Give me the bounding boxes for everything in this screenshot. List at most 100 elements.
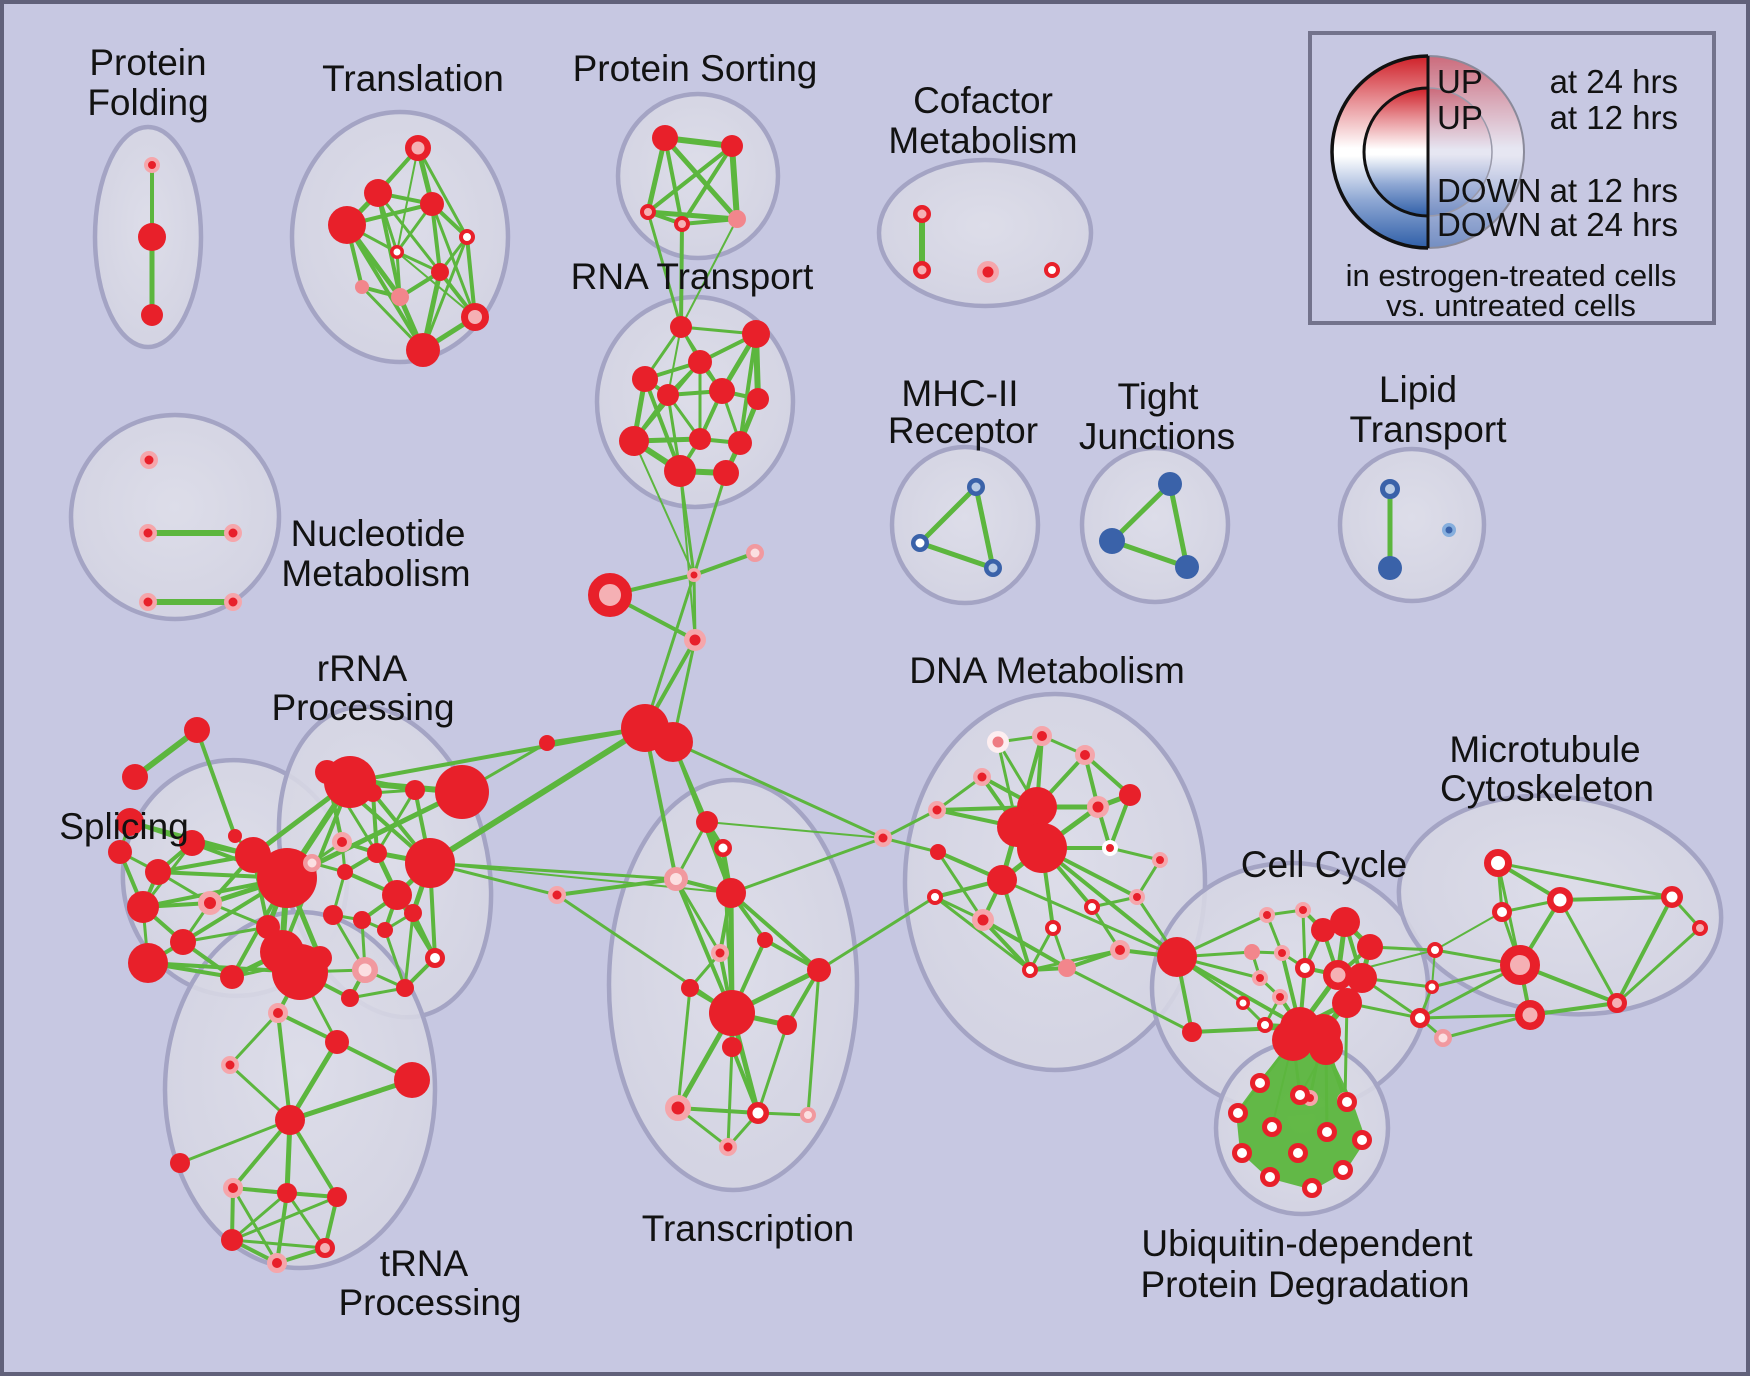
network-node-tn-10[interactable] xyxy=(315,1238,335,1258)
network-node-tn-0[interactable] xyxy=(221,1056,239,1074)
network-node-tc-7[interactable] xyxy=(807,958,831,982)
network-node-sp-9[interactable] xyxy=(127,891,159,923)
network-node-sp-3[interactable] xyxy=(116,808,144,836)
network-node-tc-5[interactable] xyxy=(757,932,773,948)
network-node-tc-1[interactable] xyxy=(714,839,732,857)
network-node-rr-3[interactable] xyxy=(332,832,352,852)
network-node-cc-9[interactable] xyxy=(1323,960,1353,990)
network-node-ub-4[interactable] xyxy=(1337,1092,1357,1112)
network-node-cn-8[interactable] xyxy=(653,722,693,762)
network-node-mt-0[interactable] xyxy=(1484,849,1512,877)
network-node-nm-1[interactable] xyxy=(139,524,157,542)
network-node-ub-2[interactable] xyxy=(1250,1073,1270,1093)
network-node-nm-2[interactable] xyxy=(224,524,242,542)
network-node-pf-2[interactable] xyxy=(141,304,163,326)
network-node-ub-6[interactable] xyxy=(1262,1117,1282,1137)
network-node-dm-18[interactable] xyxy=(1045,920,1061,936)
network-node-mt-9[interactable] xyxy=(1434,1029,1452,1047)
network-node-tr-7[interactable] xyxy=(355,280,369,294)
network-node-mt-5[interactable] xyxy=(1425,980,1439,994)
network-node-rr-11[interactable] xyxy=(377,922,393,938)
network-node-mt-2[interactable] xyxy=(1492,902,1512,922)
network-node-tc-6[interactable] xyxy=(711,944,729,962)
network-node-cc-3[interactable] xyxy=(1311,918,1335,942)
network-node-pf-1[interactable] xyxy=(138,223,166,251)
network-node-cc-1[interactable] xyxy=(1259,907,1275,923)
network-node-mt-1[interactable] xyxy=(1547,887,1573,913)
network-node-dm-4[interactable] xyxy=(928,801,946,819)
network-node-tn-3[interactable] xyxy=(394,1062,430,1098)
network-node-lt-2[interactable] xyxy=(1442,523,1456,537)
network-node-lt-0[interactable] xyxy=(1380,479,1400,499)
network-node-ub-12[interactable] xyxy=(1260,1167,1280,1187)
network-node-cn-3[interactable] xyxy=(687,568,701,582)
network-node-cf-0[interactable] xyxy=(913,205,931,223)
network-node-nm-3[interactable] xyxy=(139,593,157,611)
network-node-sp-5[interactable] xyxy=(257,848,317,908)
network-node-cn-0[interactable] xyxy=(184,717,210,743)
network-node-cn-1[interactable] xyxy=(122,764,148,790)
network-node-tc-3[interactable] xyxy=(716,878,746,908)
network-node-tr-10[interactable] xyxy=(406,333,440,367)
network-node-nm-0[interactable] xyxy=(140,451,158,469)
network-node-tc-10[interactable] xyxy=(777,1015,797,1035)
network-node-sp-7[interactable] xyxy=(145,859,171,885)
network-node-pf-0[interactable] xyxy=(144,157,160,173)
network-node-rr-16[interactable] xyxy=(341,989,359,1007)
network-node-rt-9[interactable] xyxy=(728,431,752,455)
network-node-tn-9[interactable] xyxy=(221,1229,243,1251)
network-node-tn-2[interactable] xyxy=(325,1030,349,1054)
network-node-rt-7[interactable] xyxy=(619,426,649,456)
network-node-cc-15[interactable] xyxy=(1332,988,1362,1018)
network-node-mt-7[interactable] xyxy=(1515,1000,1545,1030)
network-node-sp-8[interactable] xyxy=(198,891,222,915)
network-node-mt-11[interactable] xyxy=(1692,920,1708,936)
network-node-rt-6[interactable] xyxy=(747,388,769,410)
network-node-rr-10[interactable] xyxy=(353,911,371,929)
network-node-cn-5[interactable] xyxy=(588,573,632,617)
network-node-mh-0[interactable] xyxy=(967,478,985,496)
network-node-ps-4[interactable] xyxy=(728,210,746,228)
network-node-tn-5[interactable] xyxy=(170,1153,190,1173)
network-node-rt-1[interactable] xyxy=(742,320,770,348)
network-node-tn-4[interactable] xyxy=(275,1105,305,1135)
network-node-sp-1[interactable] xyxy=(435,765,489,819)
network-node-tc-13[interactable] xyxy=(747,1102,769,1124)
network-node-rr-9[interactable] xyxy=(323,905,343,925)
network-node-dm-20[interactable] xyxy=(1022,962,1038,978)
network-node-ps-3[interactable] xyxy=(674,216,690,232)
network-node-dm-17[interactable] xyxy=(972,909,994,931)
network-node-tc-14[interactable] xyxy=(800,1107,816,1123)
network-node-dm-21[interactable] xyxy=(1058,959,1076,977)
network-node-tr-3[interactable] xyxy=(420,192,444,216)
network-node-rr-7[interactable] xyxy=(405,838,455,888)
network-node-rt-0[interactable] xyxy=(670,316,692,338)
network-node-tn-1[interactable] xyxy=(268,1003,288,1023)
network-node-cn-2[interactable] xyxy=(228,829,242,843)
network-node-tn-11[interactable] xyxy=(267,1253,287,1273)
network-node-cc-12[interactable] xyxy=(1272,989,1288,1005)
network-node-cc-10[interactable] xyxy=(1347,963,1377,993)
network-node-dm-15[interactable] xyxy=(1129,889,1145,905)
network-node-dm-22[interactable] xyxy=(1110,940,1130,960)
network-node-rt-2[interactable] xyxy=(688,350,712,374)
network-node-ub-5[interactable] xyxy=(1228,1103,1248,1123)
network-node-tc-0[interactable] xyxy=(696,811,718,833)
network-node-sp-11[interactable] xyxy=(170,929,196,955)
network-node-rr-15[interactable] xyxy=(396,979,414,997)
network-node-tr-4[interactable] xyxy=(459,229,475,245)
network-node-tn-8[interactable] xyxy=(327,1187,347,1207)
network-node-tc-4[interactable] xyxy=(548,886,566,904)
network-node-cn-6[interactable] xyxy=(684,629,706,651)
network-node-rt-4[interactable] xyxy=(709,378,735,404)
network-node-dm-2[interactable] xyxy=(1075,745,1095,765)
network-node-nm-4[interactable] xyxy=(224,593,242,611)
network-node-tc-15[interactable] xyxy=(719,1138,737,1156)
network-node-dm-11[interactable] xyxy=(930,844,946,860)
network-node-cc-0[interactable] xyxy=(1157,937,1197,977)
network-node-ub-9[interactable] xyxy=(1232,1143,1252,1163)
network-node-tr-0[interactable] xyxy=(405,135,431,161)
network-node-cn-11[interactable] xyxy=(128,943,168,983)
network-node-rt-11[interactable] xyxy=(713,460,739,486)
network-node-tr-2[interactable] xyxy=(328,206,366,244)
